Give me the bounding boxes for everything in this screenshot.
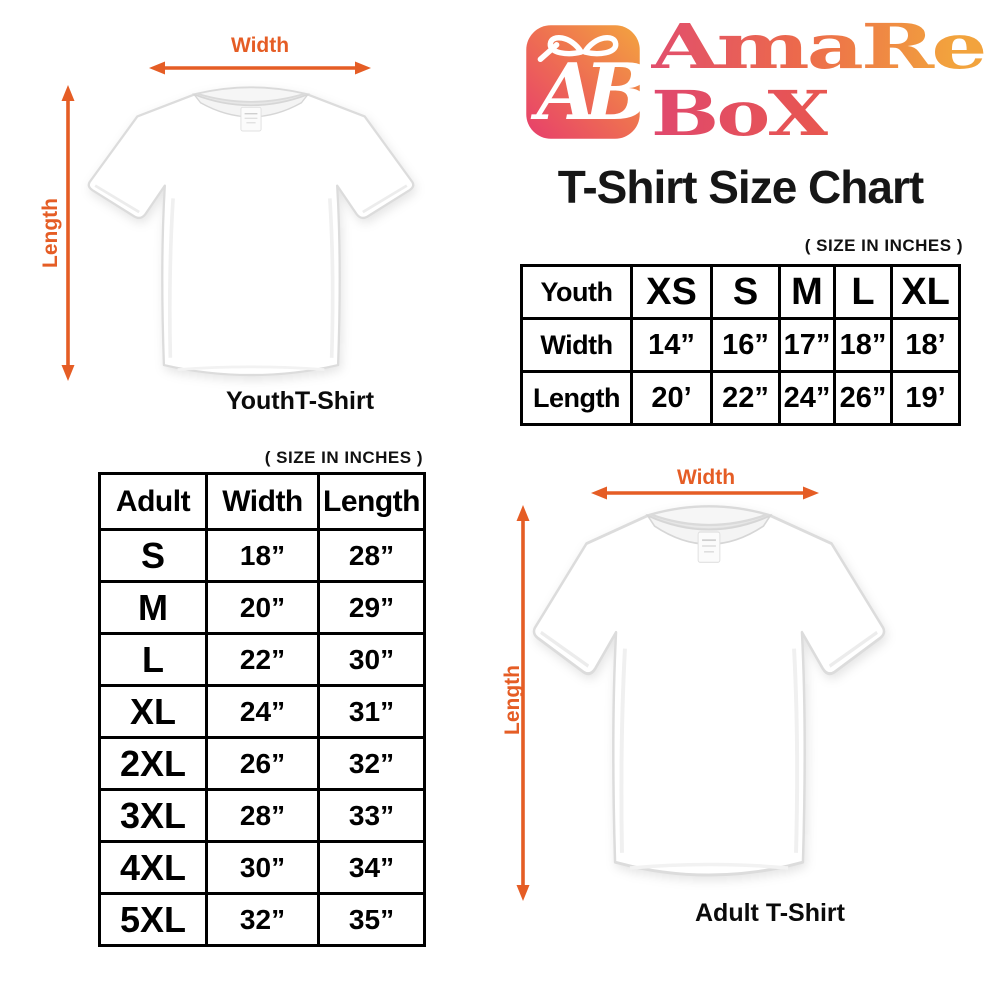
table-cell: 30” — [317, 632, 426, 687]
table-row: L 22” 30” — [98, 632, 426, 687]
adult-width-arrow-icon — [591, 486, 819, 500]
table-cell: 33” — [317, 788, 426, 843]
table-cell: 29” — [317, 580, 426, 635]
adult-size-label: 4XL — [98, 840, 208, 895]
adult-header-width: Width — [205, 472, 320, 531]
brand-wordmark-line1: AmaRe — [651, 10, 987, 83]
youth-header-xl: XL — [890, 264, 961, 320]
youth-length-dimension-label: Length — [39, 198, 62, 268]
adult-size-label: XL — [98, 684, 208, 739]
brand-monogram: AB — [530, 47, 642, 138]
table-row: 2XL 26” 32” — [98, 736, 426, 791]
brand-wordmark-line2: BoX — [651, 77, 830, 150]
adult-size-label: L — [98, 632, 208, 687]
youth-tshirt-image — [87, 86, 415, 377]
adult-table-corner-cell: Adult — [98, 472, 208, 531]
table-cell: 22” — [205, 632, 320, 687]
table-cell: 35” — [317, 892, 426, 947]
table-row: Length 20’ 22” 24” 26” 19’ — [520, 370, 961, 426]
table-cell: 28” — [205, 788, 320, 843]
table-cell: 19’ — [890, 370, 961, 426]
table-cell: 18” — [833, 317, 893, 373]
table-cell: 16” — [710, 317, 781, 373]
table-row: 4XL 30” 34” — [98, 840, 426, 895]
youth-header-s: S — [710, 264, 781, 320]
table-cell: 18’ — [890, 317, 961, 373]
youth-header-l: L — [833, 264, 893, 320]
adult-tshirt-image — [532, 505, 886, 877]
table-row: 3XL 28” 33” — [98, 788, 426, 843]
table-cell: 32” — [205, 892, 320, 947]
adult-width-dimension-label: Width — [676, 466, 736, 489]
youth-size-note: ( SIZE IN INCHES ) — [804, 236, 963, 255]
youth-row-label-length: Length — [520, 370, 633, 426]
neck-label — [240, 106, 262, 132]
youth-length-arrow-icon — [61, 85, 75, 381]
table-row: XL 24” 31” — [98, 684, 426, 739]
table-row: Adult Width Length — [98, 472, 426, 531]
youth-shirt-caption: YouthT-Shirt — [225, 387, 375, 415]
page-title: T-Shirt Size Chart — [557, 161, 924, 213]
table-row: Width 14” 16” 17” 18” 18’ — [520, 317, 961, 373]
table-cell: 22” — [710, 370, 781, 426]
table-cell: 30” — [205, 840, 320, 895]
adult-shirt-caption: Adult T-Shirt — [695, 899, 845, 927]
table-row: Youth XS S M L XL — [520, 264, 961, 320]
adult-size-label: 2XL — [98, 736, 208, 791]
adult-size-table: Adult Width Length S 18” 28” M 20” 29” L… — [98, 472, 426, 947]
table-row: 5XL 32” 35” — [98, 892, 426, 947]
table-cell: 26” — [833, 370, 893, 426]
adult-header-length: Length — [317, 472, 426, 531]
adult-size-label: M — [98, 580, 208, 635]
youth-width-dimension-label: Width — [230, 34, 290, 57]
table-cell: 20’ — [630, 370, 713, 426]
table-cell: 32” — [317, 736, 426, 791]
adult-size-note: ( SIZE IN INCHES ) — [264, 448, 423, 467]
neck-label — [697, 531, 721, 563]
table-cell: 17” — [778, 317, 836, 373]
adult-size-label: S — [98, 528, 208, 583]
adult-size-label: 5XL — [98, 892, 208, 947]
adult-length-arrow-icon — [516, 505, 530, 901]
table-row: M 20” 29” — [98, 580, 426, 635]
youth-row-label-width: Width — [520, 317, 633, 373]
table-cell: 26” — [205, 736, 320, 791]
youth-width-arrow-icon — [149, 61, 371, 75]
table-cell: 28” — [317, 528, 426, 583]
table-cell: 24” — [778, 370, 836, 426]
table-cell: 31” — [317, 684, 426, 739]
adult-size-label: 3XL — [98, 788, 208, 843]
table-cell: 34” — [317, 840, 426, 895]
table-cell: 14” — [630, 317, 713, 373]
table-cell: 18” — [205, 528, 320, 583]
youth-table-corner-cell: Youth — [520, 264, 633, 320]
table-cell: 24” — [205, 684, 320, 739]
table-row: S 18” 28” — [98, 528, 426, 583]
youth-header-xs: XS — [630, 264, 713, 320]
table-cell: 20” — [205, 580, 320, 635]
brand-logo-icon: AB — [526, 25, 642, 139]
youth-header-m: M — [778, 264, 836, 320]
youth-size-table: Youth XS S M L XL Width 14” 16” 17” 18” … — [520, 264, 961, 426]
